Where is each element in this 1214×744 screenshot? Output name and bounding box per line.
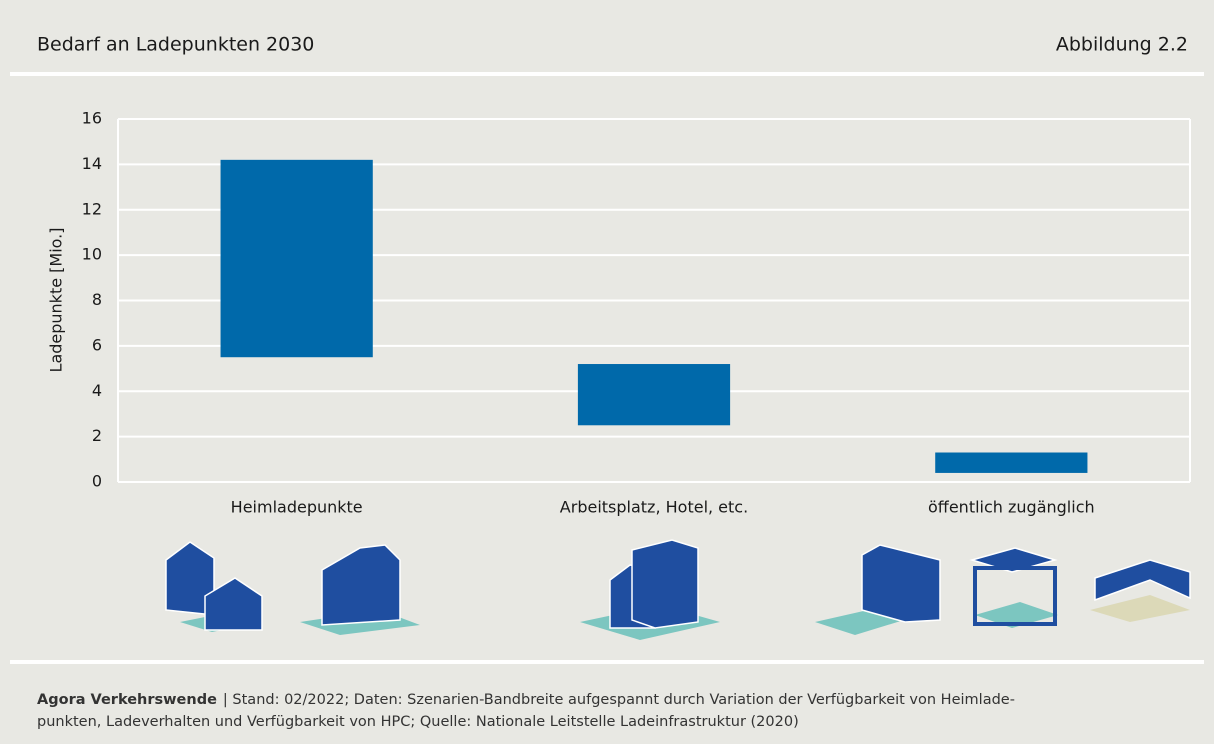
y-axis-label: Ladepunkte [Mio.]	[47, 228, 66, 373]
range-bar	[935, 453, 1087, 473]
y-tick-label: 0	[92, 472, 102, 491]
y-tick-label: 10	[82, 245, 102, 264]
source-text: | Stand: 02/2022; Daten: Szenarien-Bandb…	[223, 692, 1015, 708]
source-org: Agora Verkehrswende	[37, 692, 217, 708]
y-tick-label: 14	[82, 154, 102, 173]
y-tick-label: 8	[92, 290, 102, 309]
y-tick-label: 4	[92, 381, 102, 400]
chart-title: Bedarf an Ladepunkten 2030	[37, 34, 314, 56]
x-tick-label: Heimladepunkte	[231, 498, 363, 517]
y-tick-label: 12	[82, 199, 102, 218]
chart: Bedarf an Ladepunkten 2030 Abbildung 2.2…	[0, 0, 1214, 744]
range-bar	[221, 160, 373, 357]
y-tick-label: 2	[92, 426, 102, 445]
x-tick-label: öffentlich zugänglich	[928, 498, 1095, 517]
y-tick-label: 6	[92, 335, 102, 354]
x-tick-label: Arbeitsplatz, Hotel, etc.	[560, 498, 748, 517]
source-line: punkten, Ladeverhalten und Verfügbarkeit…	[37, 714, 799, 730]
y-tick-label: 16	[82, 109, 102, 128]
figure-label: Abbildung 2.2	[1056, 34, 1188, 56]
source-line: Agora Verkehrswende | Stand: 02/2022; Dat…	[37, 692, 1015, 708]
range-bar	[578, 364, 730, 425]
